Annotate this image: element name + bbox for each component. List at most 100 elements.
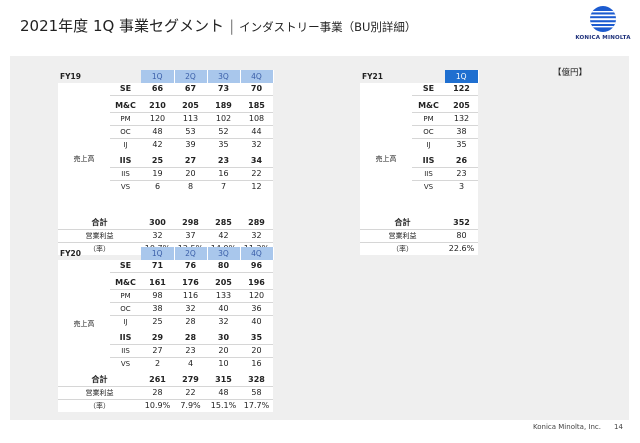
fy20-se-q4: 96 [240,260,273,273]
fy19-iis-cat-q4: 34 [240,155,273,168]
fy19-se-label: SE [110,83,141,96]
page-title: 2021年度 1Q 事業セグメント | インダストリー事業（BU別詳細） [20,15,416,36]
fy21-oc-label: OC [412,125,445,139]
fy20-op-q1: 28 [141,386,174,400]
fy19-op-q4: 32 [240,229,273,243]
fy20-q3-header: 3Q [207,247,241,260]
fy19-iis-cat-label: IIS [110,155,141,168]
fy19-iis-q1: 19 [141,167,174,181]
fy21-mc-label: M&C [412,100,445,113]
fy19-table: FY19 1Q 2Q 3Q 4Q SE 66 67 73 70 売上高 M&C 210 205 189 1… [58,70,274,255]
fy20-ij-q1: 25 [152,317,163,326]
fy19-ij-q4: 32 [251,140,262,149]
fy19-op-label: 営業利益 [58,229,141,243]
fy19-iis-cat-q1: 25 [141,155,174,168]
fy19-total-q4: 289 [240,217,273,230]
fy20-ij-q3: 32 [218,317,229,326]
fy21-ij-label: IJ [426,141,431,149]
fy20-total-q2: 279 [174,374,207,387]
fy20-pm-q2: 116 [174,289,207,303]
fy20-iis-q2: 23 [174,344,207,358]
fy20-vs-q3: 10 [218,359,229,368]
fy20-op-q2: 22 [174,386,207,400]
fy19-se-q4: 70 [240,83,273,96]
fy19-se-q3: 73 [207,83,240,96]
fy20-mc-q2: 176 [174,277,207,290]
fy20-vs-q2: 4 [187,359,194,368]
fy19-mc-q3: 189 [207,100,240,113]
fy19-label: FY19 [60,72,81,81]
fy19-op-q3: 42 [207,229,240,243]
fy20-pm-q4: 120 [240,289,273,303]
fy19-ij-q3: 35 [218,140,229,149]
fy19-total-q2: 298 [174,217,207,230]
fy20-q1-header: 1Q [141,247,175,260]
fy20-iis-cat-q4: 35 [240,332,273,345]
fy20-op-q3: 48 [207,386,240,400]
fy20-total-q4: 328 [240,374,273,387]
fy21-se-label: SE [412,83,445,96]
logo-text: KONICA MINOLTA [575,35,631,41]
fy20-vs-q1: 2 [154,359,161,368]
fy19-pm-q3: 102 [207,112,240,126]
fy21-se-q1: 122 [445,83,478,96]
fy20-iis-cat-label: IIS [110,332,141,345]
fy19-pm-label: PM [110,112,141,126]
fy21-rate-q1: 22.6% [448,244,475,253]
fy21-op-q1: 80 [445,229,478,243]
fy19-mc-q1: 210 [141,100,174,113]
fy20-rate-q3: 15.1% [210,401,237,410]
fy19-oc-q3: 52 [207,125,240,139]
fy20-oc-q1: 38 [141,302,174,316]
fy20-se-q3: 80 [207,260,240,273]
fy20-pm-q3: 133 [207,289,240,303]
title-sub: インダストリー事業（BU別詳細） [239,20,417,34]
fy19-mc-label: M&C [110,100,141,113]
fy20-q2-header: 2Q [174,247,208,260]
title-separator: | [229,17,235,35]
fy20-ij-label: IJ [123,318,128,326]
fy19-ij-label: IJ [123,141,128,149]
fy20-iis-q3: 20 [207,344,240,358]
fy19-iis-cat-q3: 23 [207,155,240,168]
fy19-vs-q1: 6 [154,182,161,191]
fy20-total-q3: 315 [207,374,240,387]
fy20-oc-q3: 40 [207,302,240,316]
fy19-iis-cat-q2: 27 [174,155,207,168]
fy19-vs-q2: 8 [187,182,194,191]
fy20-iis-cat-q2: 28 [174,332,207,345]
fy20-rate-q2: 7.9% [180,401,201,410]
fy19-mc-q4: 185 [240,100,273,113]
fy19-se-q2: 67 [174,83,207,96]
fy20-se-label: SE [110,260,141,273]
fy19-iis-label: IIS [110,167,141,181]
fy20-vs-label: VS [120,360,131,368]
fy19-oc-q1: 48 [141,125,174,139]
fy19-pm-q1: 120 [141,112,174,126]
fy21-iis-label: IIS [412,167,445,181]
page-number: 14 [614,423,623,431]
fy21-vs-q1: 3 [458,182,465,191]
fy19-q3-header: 3Q [207,70,241,83]
fy20-pm-label: PM [110,289,141,303]
fy19-q2-header: 2Q [174,70,208,83]
fy20-q4-header: 4Q [240,247,274,260]
fy19-total-label: 合計 [58,217,141,230]
fy21-op-label: 営業利益 [360,229,445,243]
fy20-label: FY20 [60,249,81,258]
fy21-rate-label: （率） [392,245,413,253]
fy21-pm-label: PM [412,112,445,126]
fy19-total-q3: 285 [207,217,240,230]
fy20-mc-q1: 161 [141,277,174,290]
fy20-sales-label: 売上高 [73,319,95,328]
fy20-mc-label: M&C [110,277,141,290]
slide-header: 2021年度 1Q 事業セグメント | インダストリー事業（BU別詳細） KONIC… [0,0,640,52]
fy20-oc-label: OC [110,302,141,316]
fy19-se-q1: 66 [141,83,174,96]
fy20-op-q4: 58 [240,386,273,400]
fy20-iis-q1: 27 [141,344,174,358]
fy19-ij-q2: 39 [185,140,196,149]
fy19-q1-header: 1Q [141,70,175,83]
fy20-op-label: 営業利益 [58,386,141,400]
fy20-iis-cat-q1: 29 [141,332,174,345]
